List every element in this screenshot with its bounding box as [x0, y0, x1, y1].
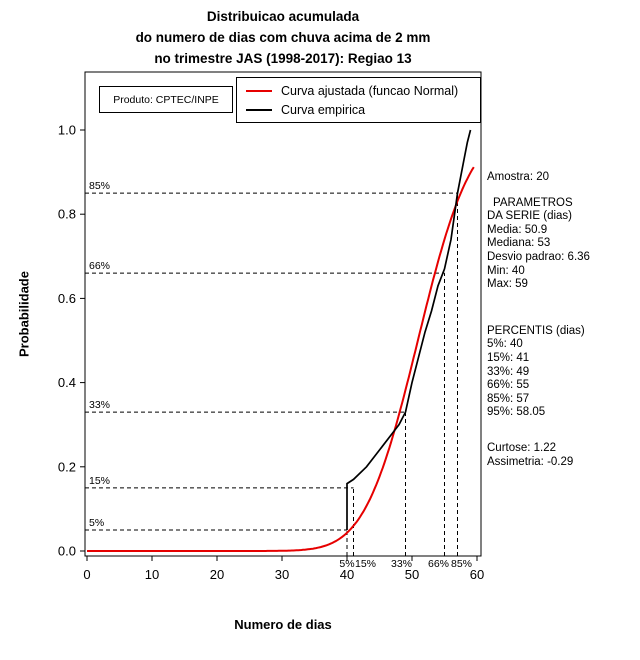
svg-text:0.2: 0.2: [58, 459, 76, 474]
stat-min: Min: 40: [487, 264, 525, 277]
stat-p5: 5%: 40: [487, 338, 523, 351]
svg-text:66%: 66%: [89, 260, 110, 272]
y-axis-label: Probabilidade: [16, 271, 32, 357]
chart-title: Distribuicao acumulada do numero de dias…: [0, 6, 566, 69]
legend-swatch-empirical-line: [246, 108, 272, 111]
svg-text:15%: 15%: [355, 558, 376, 570]
stat-assimetria: Assimetria: -0.29: [487, 455, 574, 468]
legend-label-empirical: Curva empirica: [281, 102, 366, 117]
svg-text:15%: 15%: [89, 475, 110, 487]
svg-text:33%: 33%: [89, 399, 110, 411]
x-axis-label: Numero de dias: [234, 617, 332, 632]
svg-text:20: 20: [210, 567, 224, 582]
title-line-1: Distribuicao acumulada: [206, 9, 360, 24]
legend: Curva ajustada (funcao Normal) Curva emp…: [236, 77, 481, 123]
svg-text:5%: 5%: [89, 517, 104, 529]
legend-label-fitted: Curva ajustada (funcao Normal): [281, 83, 459, 98]
legend-item-empirical: Curva empirica: [246, 103, 471, 117]
stat-percentis-header: PERCENTIS (dias): [487, 324, 585, 337]
stat-p15: 15%: 41: [487, 351, 530, 364]
svg-text:0.0: 0.0: [58, 544, 76, 559]
stat-media: Media: 50.9: [487, 223, 548, 236]
stat-curtose: Curtose: 1.22: [487, 441, 557, 454]
legend-item-fitted: Curva ajustada (funcao Normal): [246, 84, 471, 98]
x-axis: 0 10 20 30 40 50 60: [83, 556, 484, 582]
svg-text:0: 0: [83, 567, 90, 582]
svg-text:30: 30: [275, 567, 289, 582]
svg-text:0.8: 0.8: [58, 207, 76, 222]
svg-text:85%: 85%: [451, 558, 472, 570]
svg-text:66%: 66%: [428, 558, 449, 570]
stat-p33: 33%: 49: [487, 365, 530, 378]
product-label: Produto: CPTEC/INPE: [113, 93, 219, 106]
product-label-box: Produto: CPTEC/INPE: [99, 86, 233, 113]
stat-params-header-2: DA SERIE (dias): [487, 210, 572, 223]
empirical-curve: [346, 129, 472, 530]
stat-params-header-1: PARAMETROS: [493, 196, 573, 209]
svg-text:5%: 5%: [339, 558, 354, 570]
stats-panel: Amostra: 20 PARAMETROS DA SERIE (dias) M…: [487, 171, 639, 469]
svg-text:0.6: 0.6: [58, 291, 76, 306]
plot-frame: [84, 71, 482, 557]
stat-amostra: Amostra: 20: [487, 171, 549, 183]
svg-text:50: 50: [405, 567, 419, 582]
y-axis: 0.0 0.2 0.4 0.6 0.8 1.0: [58, 123, 85, 559]
fitted-curve: [87, 166, 475, 552]
svg-text:60: 60: [470, 567, 484, 582]
stat-max: Max: 59: [487, 278, 528, 291]
stat-p66: 66%: 55: [487, 379, 530, 392]
stat-p95: 95%: 58.05: [487, 406, 546, 419]
svg-text:85%: 85%: [89, 180, 110, 192]
legend-swatch-fitted-line: [246, 89, 272, 92]
stat-mediana: Mediana: 53: [487, 237, 551, 250]
title-line-3: no trimestre JAS (1998-2017): Regiao 13: [154, 51, 412, 66]
stat-p85: 85%: 57: [487, 392, 530, 405]
svg-text:40: 40: [340, 567, 354, 582]
stat-desvio: Desvio padrao: 6.36: [487, 250, 590, 263]
svg-text:0.4: 0.4: [58, 375, 76, 390]
svg-text:33%: 33%: [391, 558, 412, 570]
svg-text:1.0: 1.0: [58, 123, 76, 138]
percentile-guides: 5%5%15%15%33%33%66%66%85%85%: [85, 180, 472, 570]
svg-text:10: 10: [145, 567, 159, 582]
title-line-2: do numero de dias com chuva acima de 2 m…: [135, 30, 431, 45]
